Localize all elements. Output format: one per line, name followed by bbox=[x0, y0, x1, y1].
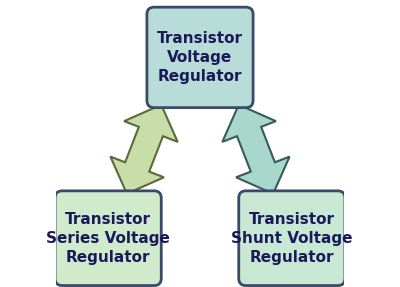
Polygon shape bbox=[110, 105, 178, 194]
Text: Transistor
Series Voltage
Regulator: Transistor Series Voltage Regulator bbox=[46, 212, 170, 265]
FancyBboxPatch shape bbox=[239, 191, 345, 286]
FancyBboxPatch shape bbox=[147, 7, 253, 108]
Polygon shape bbox=[222, 105, 290, 194]
Text: Transistor
Voltage
Regulator: Transistor Voltage Regulator bbox=[157, 31, 243, 84]
Text: Transistor
Shunt Voltage
Regulator: Transistor Shunt Voltage Regulator bbox=[231, 212, 352, 265]
FancyBboxPatch shape bbox=[55, 191, 161, 286]
